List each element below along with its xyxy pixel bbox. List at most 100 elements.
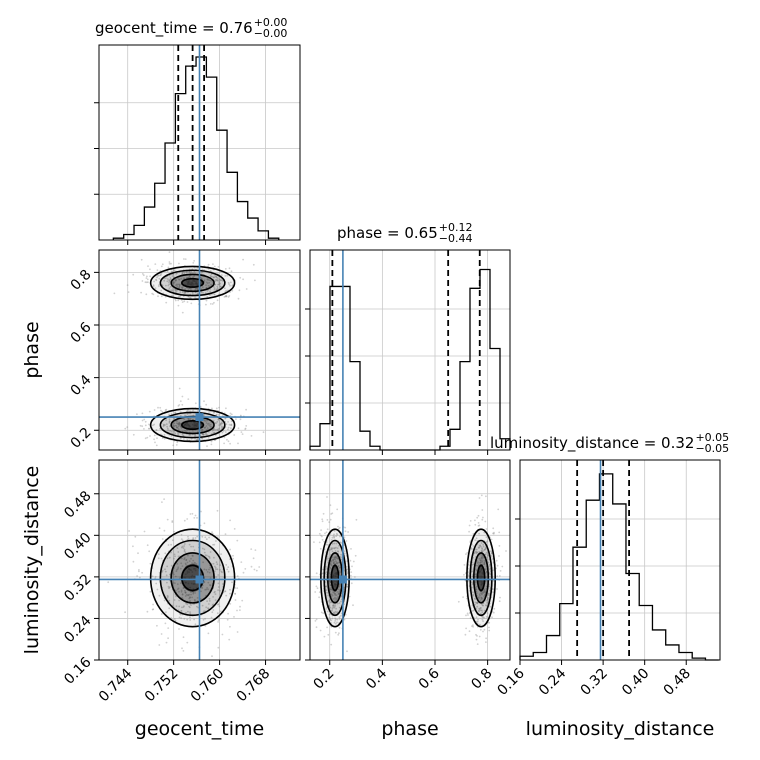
- sample-point: [262, 431, 265, 434]
- sample-point: [334, 618, 337, 620]
- panel-border: [98, 44, 301, 241]
- sample-point: [489, 573, 491, 576]
- sample-point: [192, 429, 194, 432]
- sample-point: [318, 596, 320, 599]
- sample-point: [213, 288, 216, 291]
- sample-point: [209, 290, 212, 293]
- sample-point: [339, 535, 341, 538]
- sample-point: [333, 547, 336, 549]
- sample-point: [196, 288, 199, 291]
- sample-point: [187, 418, 190, 421]
- sample-point: [201, 286, 204, 289]
- x-tick-label: 0.48: [661, 666, 694, 699]
- sample-point: [225, 594, 228, 597]
- sample-point: [180, 562, 183, 565]
- sample-point: [244, 427, 247, 430]
- sample-point: [163, 599, 166, 602]
- sample-point: [220, 422, 223, 424]
- sample-point: [482, 516, 484, 519]
- sample-point: [225, 564, 228, 566]
- sample-point: [183, 545, 186, 547]
- sample-point: [176, 427, 179, 429]
- sample-point: [245, 288, 248, 290]
- sample-point: [201, 587, 204, 589]
- sample-point: [471, 610, 474, 612]
- sample-point: [318, 541, 321, 544]
- sample-point: [207, 632, 210, 635]
- sample-point: [330, 548, 333, 550]
- sample-point: [161, 569, 164, 572]
- sample-point: [233, 434, 236, 436]
- sample-point: [188, 593, 191, 596]
- sample-point: [157, 285, 160, 288]
- sample-point: [180, 546, 183, 549]
- sample-point: [213, 293, 216, 296]
- sample-point: [330, 619, 333, 622]
- sample-point: [219, 569, 221, 571]
- sample-point: [217, 582, 220, 585]
- sample-point: [126, 284, 129, 286]
- sample-point: [498, 545, 501, 547]
- sample-point: [496, 588, 498, 590]
- sample-point: [216, 299, 219, 302]
- sample-point: [480, 596, 483, 599]
- sample-point: [239, 605, 241, 608]
- sample-point: [207, 588, 210, 591]
- sample-point: [473, 609, 475, 612]
- sample-point: [151, 292, 154, 295]
- sample-point: [149, 435, 151, 437]
- sample-point: [202, 561, 205, 564]
- sample-point: [337, 550, 339, 553]
- sample-point: [475, 620, 478, 623]
- sample-point: [472, 545, 475, 547]
- sample-point: [156, 437, 158, 440]
- sample-point: [475, 564, 478, 567]
- sample-point: [156, 269, 159, 272]
- sample-point: [333, 561, 335, 563]
- sample-point: [468, 612, 471, 614]
- sample-point: [175, 284, 177, 287]
- sample-point: [329, 588, 332, 591]
- sample-point: [498, 575, 501, 577]
- y-tick-label: 0.2: [68, 425, 95, 452]
- sample-point: [490, 550, 493, 553]
- sample-point: [173, 422, 176, 425]
- sample-point: [318, 591, 321, 593]
- sample-point: [177, 567, 179, 570]
- panel-border: [98, 249, 301, 451]
- sample-point: [480, 598, 483, 601]
- sample-point: [477, 596, 480, 599]
- sample-point: [478, 544, 481, 547]
- sample-point: [182, 606, 185, 608]
- sample-point: [191, 271, 194, 274]
- sample-point: [321, 535, 323, 538]
- sample-point: [217, 574, 220, 576]
- sample-point: [205, 284, 207, 286]
- sample-point: [322, 612, 325, 615]
- sample-point: [343, 603, 346, 606]
- sample-point: [332, 606, 334, 609]
- sample-point: [489, 568, 491, 571]
- sample-point: [219, 589, 221, 592]
- sample-point: [217, 619, 220, 621]
- sample-point: [178, 262, 180, 265]
- sample-point: [177, 566, 180, 569]
- sample-point: [174, 289, 177, 291]
- sample-point: [207, 278, 209, 280]
- sample-point: [203, 279, 206, 282]
- sample-point: [475, 569, 478, 572]
- sample-point: [229, 548, 232, 551]
- sample-point: [482, 620, 484, 623]
- sample-point: [338, 592, 341, 595]
- sample-point: [189, 271, 192, 274]
- sample-point: [483, 531, 486, 534]
- sample-point: [147, 281, 149, 284]
- sample-point: [189, 417, 192, 420]
- sample-point: [183, 438, 185, 440]
- sample-point: [149, 590, 152, 593]
- sample-point: [207, 279, 210, 281]
- sample-point: [467, 614, 469, 616]
- sample-point: [334, 558, 337, 561]
- sample-point: [216, 287, 219, 290]
- sample-point: [334, 556, 336, 558]
